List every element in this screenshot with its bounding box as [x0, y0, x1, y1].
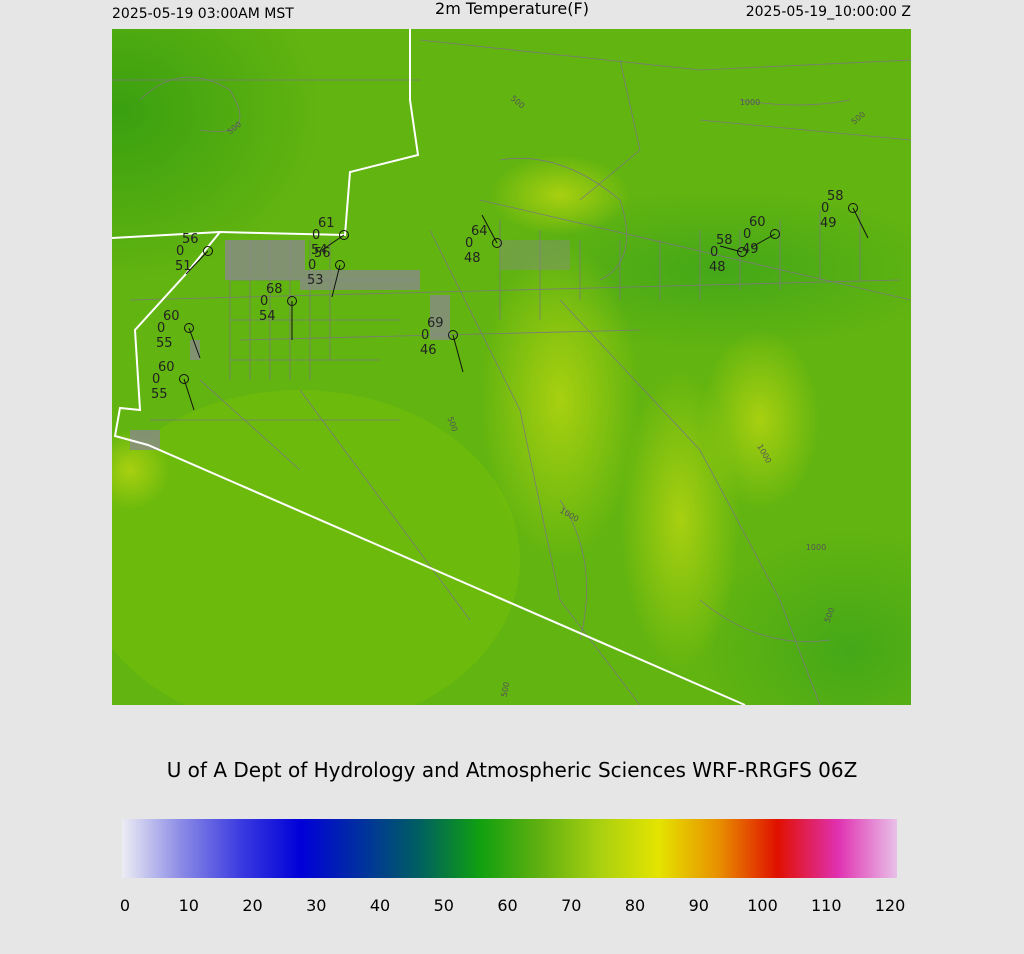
station-marker: 0 [260, 294, 268, 309]
station-dewpoint: 48 [464, 251, 481, 266]
wind-barb [452, 334, 464, 373]
station-circle [848, 203, 858, 213]
station-marker: 0 [421, 328, 429, 343]
colorbar-tick-label: 120 [875, 896, 906, 915]
borders [112, 29, 746, 705]
urban-areas [130, 240, 570, 450]
station-temperature: 58 [827, 189, 844, 204]
colorbar-tick-label: 20 [242, 896, 262, 915]
header-left: 2025-05-19 03:00AM MST [112, 6, 294, 22]
station-temperature: 64 [471, 224, 488, 239]
station-dewpoint: 51 [175, 259, 192, 274]
station-temperature: 56 [182, 232, 199, 247]
station-dewpoint: 49 [742, 242, 759, 257]
station-marker: 0 [743, 227, 751, 242]
station-dewpoint: 49 [820, 216, 837, 231]
station-circle [737, 247, 747, 257]
wind-barb [331, 264, 341, 298]
station-dewpoint: 46 [420, 343, 437, 358]
colorbar-tick-label: 80 [625, 896, 645, 915]
station-temperature: 60 [158, 360, 175, 375]
colorbar-tick-label: 0 [120, 896, 130, 915]
station-marker: 0 [710, 245, 718, 260]
station-marker: 0 [152, 372, 160, 387]
colorbar-tick-label: 70 [561, 896, 581, 915]
station-temperature: 61 [318, 216, 335, 231]
stations: 5605161054560536805460055600556904664048… [151, 189, 869, 411]
wind-barb [185, 250, 209, 275]
station-temperature: 68 [266, 282, 283, 297]
station-dewpoint: 55 [151, 387, 168, 402]
header-right: 2025-05-19_10:00:00 Z [746, 4, 911, 20]
station-marker: 0 [821, 201, 829, 216]
station-marker: 0 [308, 258, 316, 273]
station-circle [179, 374, 189, 384]
wind-barb [852, 207, 869, 239]
colorbar-tick-label: 30 [306, 896, 326, 915]
colorbar-tick-label: 90 [689, 896, 709, 915]
wind-barb [183, 378, 195, 411]
colorbar-tick-label: 60 [497, 896, 517, 915]
roads [112, 39, 911, 705]
header-title: 2m Temperature(F) [435, 0, 589, 18]
contour-label: 1000 [740, 98, 760, 107]
colorbar-tick-label: 50 [434, 896, 454, 915]
station-circle [335, 260, 345, 270]
colorbar-ticks: 0 10 20 30 40 50 60 70 80 90 100 110 120 [120, 896, 905, 915]
station-marker: 0 [157, 321, 165, 336]
contour-label: 500 [500, 681, 512, 698]
station-marker: 0 [176, 244, 184, 259]
station-temperature: 56 [314, 246, 331, 261]
station-marker: 0 [312, 228, 320, 243]
station-dewpoint: 54 [259, 309, 276, 324]
station-temperature: 60 [163, 309, 180, 324]
station-dewpoint: 54 [311, 243, 328, 258]
wind-barb [719, 245, 743, 253]
colorbar-tick-label: 100 [747, 896, 778, 915]
station-circle [492, 238, 502, 248]
credit: U of A Dept of Hydrology and Atmospheric… [167, 758, 858, 782]
station-circle [184, 323, 194, 333]
station-dewpoint: 55 [156, 336, 173, 351]
colorbar [122, 819, 897, 878]
station-marker: 0 [465, 236, 473, 251]
station-circle [203, 246, 213, 256]
wind-barb [188, 327, 201, 359]
station-temperature: 60 [749, 215, 766, 230]
colorbar-tick-label: 40 [370, 896, 390, 915]
station-dewpoint: 53 [307, 273, 324, 288]
station-circle [339, 230, 349, 240]
colorbar-tick-label: 110 [811, 896, 842, 915]
wind-barb [481, 214, 498, 244]
colorbar-tick-label: 10 [179, 896, 199, 915]
station-temperature: 58 [716, 233, 733, 248]
station-temperature: 69 [427, 316, 444, 331]
contour-label: 1000 [806, 543, 826, 552]
station-circle [287, 296, 297, 306]
station-circle [448, 330, 458, 340]
station-circle [770, 229, 780, 239]
station-dewpoint: 48 [709, 260, 726, 275]
